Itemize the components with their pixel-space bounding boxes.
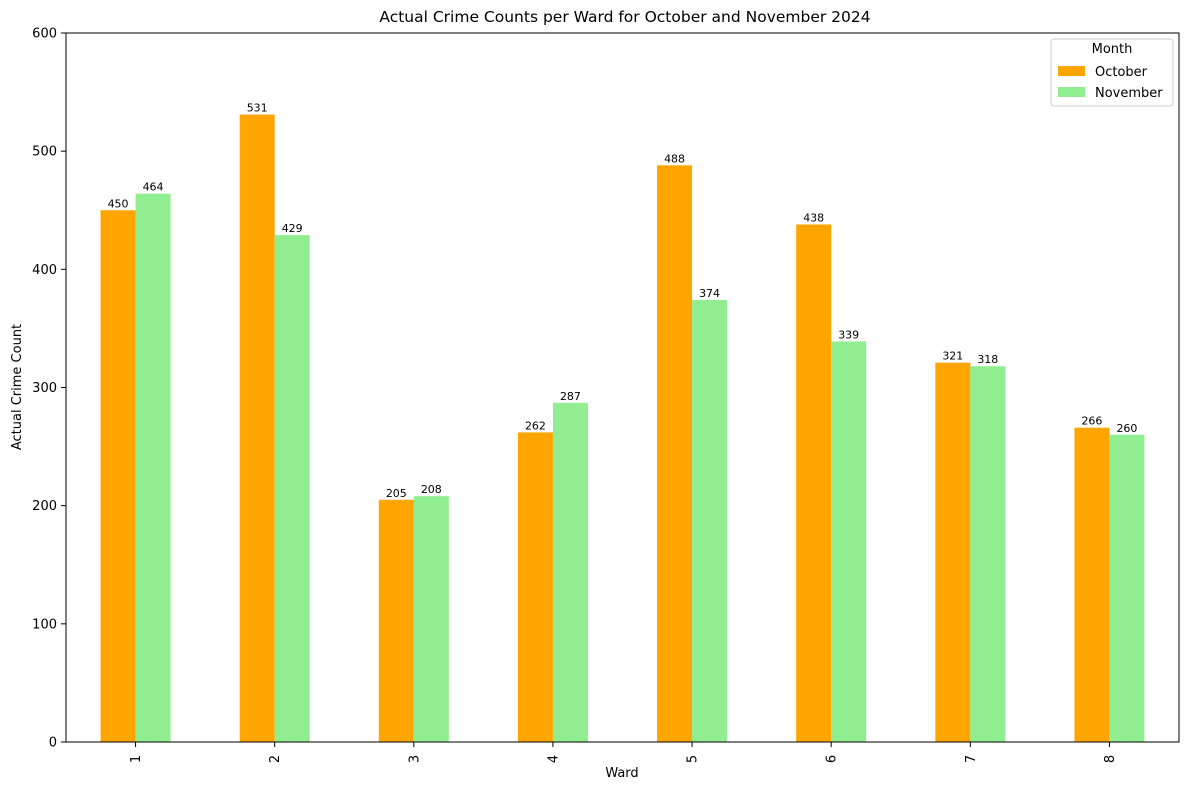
bar-label-october-ward-1: 450 xyxy=(108,197,129,210)
bar-label-november-ward-3: 208 xyxy=(421,483,442,496)
x-tick-label-1: 1 xyxy=(129,755,144,763)
legend: Month October November xyxy=(1050,38,1174,107)
bar-october-ward-4 xyxy=(517,432,553,742)
bar-november-ward-1 xyxy=(135,193,171,742)
bar-october-ward-8 xyxy=(1074,427,1110,742)
bar-october-ward-1 xyxy=(100,210,136,742)
y-tick-label-100: 100 xyxy=(32,617,57,632)
legend-title: Month xyxy=(1092,42,1133,57)
bar-label-november-ward-2: 429 xyxy=(282,222,303,235)
x-tick-label-2: 2 xyxy=(268,755,283,763)
bar-october-ward-7 xyxy=(935,362,971,742)
bar-label-november-ward-5: 374 xyxy=(699,287,720,300)
bar-label-october-ward-2: 531 xyxy=(247,102,268,115)
bar-label-october-ward-5: 488 xyxy=(664,152,685,165)
bar-label-october-ward-6: 438 xyxy=(803,211,824,224)
y-tick-label-400: 400 xyxy=(32,263,57,278)
x-tick-label-4: 4 xyxy=(546,755,561,763)
bar-november-ward-4 xyxy=(552,402,588,742)
x-tick-label-3: 3 xyxy=(407,755,422,763)
bar-november-ward-5 xyxy=(692,300,728,742)
bar-label-october-ward-8: 266 xyxy=(1081,415,1102,428)
y-tick-label-0: 0 xyxy=(49,736,57,751)
y-tick-label-200: 200 xyxy=(32,499,57,514)
legend-swatch-october xyxy=(1058,66,1085,76)
x-tick-label-8: 8 xyxy=(1103,755,1118,763)
legend-swatch-november xyxy=(1058,87,1085,97)
bar-october-ward-5 xyxy=(657,165,693,742)
bar-label-october-ward-3: 205 xyxy=(386,487,407,500)
bar-november-ward-2 xyxy=(274,235,310,742)
bar-november-ward-8 xyxy=(1109,434,1145,742)
axes-frame xyxy=(65,32,1180,743)
bar-label-november-ward-7: 318 xyxy=(977,353,998,366)
bar-label-november-ward-1: 464 xyxy=(143,181,164,194)
bar-october-ward-6 xyxy=(796,224,832,742)
bar-november-ward-3 xyxy=(413,496,449,742)
y-tick-label-600: 600 xyxy=(32,27,57,42)
bar-label-october-ward-4: 262 xyxy=(525,419,546,432)
bar-label-october-ward-7: 321 xyxy=(942,350,963,363)
x-tick-label-7: 7 xyxy=(964,755,979,763)
bar-november-ward-6 xyxy=(831,341,867,742)
bar-label-november-ward-8: 260 xyxy=(1116,422,1137,435)
x-tick-label-5: 5 xyxy=(686,755,701,763)
x-axis-label: Ward xyxy=(605,766,638,781)
bar-label-november-ward-4: 287 xyxy=(560,390,581,403)
y-tick-label-300: 300 xyxy=(32,381,57,396)
y-axis-label: Actual Crime Count xyxy=(10,324,25,450)
bar-label-november-ward-6: 339 xyxy=(838,328,859,341)
bar-november-ward-7 xyxy=(970,366,1006,742)
y-tick-label-500: 500 xyxy=(32,145,57,160)
legend-label-november: November xyxy=(1095,86,1163,101)
bar-october-ward-2 xyxy=(239,114,275,742)
chart-title: Actual Crime Counts per Ward for October… xyxy=(379,8,870,26)
bar-october-ward-3 xyxy=(378,499,414,742)
x-tick-label-6: 6 xyxy=(825,755,840,763)
legend-label-october: October xyxy=(1095,65,1148,80)
